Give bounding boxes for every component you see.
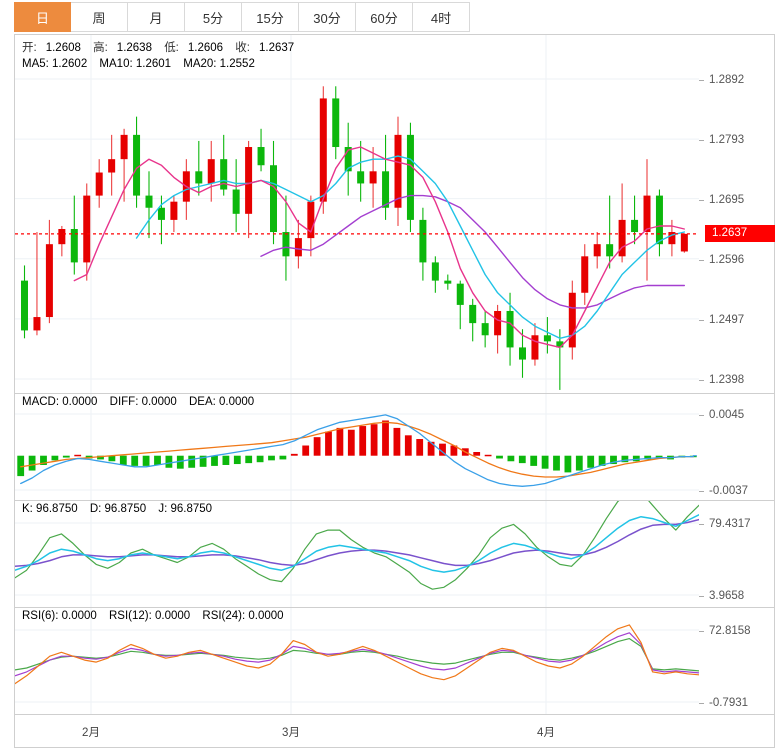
time-axis-label: 3月 (282, 727, 300, 739)
kdj-k-value: K: 96.8750 (22, 503, 78, 515)
price-tick: 1.2596 (709, 253, 745, 266)
price-chart-canvas (15, 35, 699, 393)
axis-tick (699, 415, 704, 416)
macd-legend: MACD: 0.0000 DIFF: 0.0000 DEA: 0.0000 (22, 396, 263, 408)
tab-60分[interactable]: 60分 (356, 2, 413, 32)
macd-tick: 0.0045 (709, 409, 745, 421)
close-value: 1.2637 (258, 42, 295, 54)
open-label: 开: (22, 42, 37, 54)
axis-tick (699, 596, 704, 597)
rsi24-value: RSI(24): 0.0000 (202, 610, 284, 622)
axis-tick (699, 631, 704, 632)
kdj-axis: 79.4317 3.9658 (699, 500, 775, 608)
rsi12-value: RSI(12): 0.0000 (109, 610, 191, 622)
macd-tick: -0.0037 (709, 485, 749, 497)
kdj-j-value: J: 96.8750 (158, 503, 213, 515)
rsi6-value: RSI(6): 0.0000 (22, 610, 97, 622)
rsi-axis: 72.8158 -0.7931 (699, 607, 775, 715)
price-tick: 1.2793 (709, 134, 745, 147)
current-price-badge: 1.2637 (705, 225, 775, 243)
high-value: 1.2638 (116, 42, 152, 54)
open-value: 1.2608 (45, 42, 81, 54)
axis-tick (699, 380, 704, 381)
macd-canvas (15, 394, 699, 500)
diff-value: DIFF: 0.0000 (109, 396, 177, 408)
tab-15分[interactable]: 15分 (242, 2, 299, 32)
macd-axis: 0.0045 -0.0037 (699, 393, 775, 501)
time-axis-label: 2月 (82, 727, 100, 739)
tab-30分[interactable]: 30分 (299, 2, 356, 32)
axis-tick (699, 703, 704, 704)
tab-日[interactable]: 日 (14, 2, 71, 32)
rsi-panel[interactable] (14, 607, 700, 715)
low-value: 1.2606 (187, 42, 224, 54)
close-label: 收: (235, 42, 250, 54)
kdj-canvas (15, 501, 699, 607)
kdj-legend: K: 96.8750 D: 96.8750 J: 96.8750 (22, 503, 221, 515)
axis-tick (699, 319, 704, 321)
price-tick: 1.2497 (709, 313, 745, 326)
kdj-tick: 3.9658 (709, 590, 745, 602)
price-axis: 1.2892 1.2793 1.2695 1.2596 1.2497 1.2398 (699, 34, 775, 394)
axis-tick (699, 524, 704, 525)
tab-5分[interactable]: 5分 (185, 2, 242, 32)
time-axis: 2月 3月 4月 (14, 714, 775, 748)
high-label: 高: (93, 42, 108, 54)
macd-panel[interactable] (14, 393, 700, 501)
rsi-tick: -0.7931 (709, 697, 749, 709)
rsi-legend: RSI(6): 0.0000 RSI(12): 0.0000 RSI(24): … (22, 610, 293, 622)
kdj-d-value: D: 96.8750 (89, 503, 147, 515)
price-tick: 1.2695 (709, 193, 745, 206)
ma10-legend: MA10: 1.2601 (99, 58, 172, 70)
price-tick: 1.2398 (709, 374, 745, 386)
tab-4时[interactable]: 4时 (413, 2, 470, 32)
low-label: 低: (164, 42, 179, 54)
axis-tick (699, 140, 704, 142)
ma20-legend: MA20: 1.2552 (183, 58, 255, 70)
axis-tick (699, 259, 704, 261)
ma5-legend: MA5: 1.2602 (22, 58, 88, 70)
timeframe-tab-bar[interactable]: 日周月 5分 15分 30分 60分 4时 (14, 2, 470, 32)
axis-tick (699, 199, 704, 201)
tab-周[interactable]: 周 (71, 2, 128, 32)
kdj-tick: 79.4317 (709, 518, 751, 530)
rsi-tick: 72.8158 (709, 625, 751, 637)
time-axis-label: 4月 (537, 727, 555, 739)
price-legend: 开: 1.2608 高: 1.2638 低: 1.2606 收: 1.2637 MA5:… (22, 40, 303, 72)
axis-tick (699, 80, 704, 81)
price-chart-panel[interactable] (14, 34, 700, 394)
price-tick: 1.2892 (709, 74, 745, 86)
kdj-panel[interactable] (14, 500, 700, 608)
axis-tick (699, 491, 704, 492)
macd-value: MACD: 0.0000 (22, 396, 98, 408)
dea-value: DEA: 0.0000 (188, 396, 255, 408)
tab-月[interactable]: 月 (128, 2, 185, 32)
rsi-canvas (15, 608, 699, 714)
